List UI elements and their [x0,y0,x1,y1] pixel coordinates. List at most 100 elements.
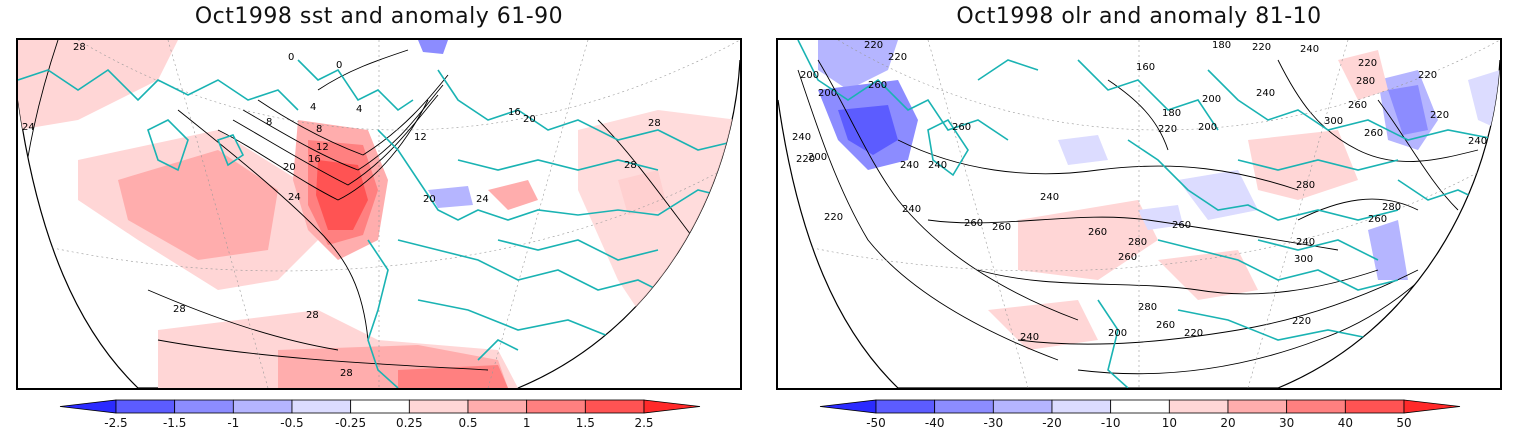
sst-contour-label: 16 [308,154,321,165]
olr-colorbar-swatch [875,399,936,414]
olr-colorbar-swatch [1286,399,1346,414]
olr-colorbar-swatch [1110,399,1170,414]
olr-contour-label: 260 [992,222,1011,233]
olr-colorbar: -50 -40 -30 -20 -10 10 20 30 40 50 [819,396,1480,430]
olr-contour-label: 240 [902,204,921,215]
olr-contour-label: 300 [1324,116,1343,127]
sst-colorbar-tick-label: 1.5 [576,416,595,430]
olr-contour-label: 220 [1430,110,1449,121]
olr-contour-label: 260 [1156,320,1175,331]
olr-colorbar-swatch [1168,399,1229,414]
sst-colorbar-tick-label: -2.5 [104,416,127,430]
sst-contour-label: 16 [508,107,521,118]
sst-colorbar-swatch [408,399,469,414]
sst-colorbar-tick-label: 0.25 [396,416,423,430]
olr-contour-label: 200 [818,88,837,99]
olr-colorbar-tick-label: 10 [1162,416,1177,430]
olr-contour-label: 220 [796,154,815,165]
olr-contour-label: 280 [1382,202,1401,213]
olr-contour-label: 220 [888,52,907,63]
olr-contour-label: 260 [868,80,887,91]
olr-contour-label: 200 [1198,122,1217,133]
sst-contour-label: 24 [22,122,35,133]
sst-colorbar-tick-label: 1 [523,416,531,430]
olr-contour-label: 240 [1020,332,1039,343]
sst-contour-label: 12 [316,142,329,153]
sst-contour-label: 20 [523,114,536,125]
sst-map: 28 24 0 0 4 4 8 8 12 16 20 20 24 28 28 2… [16,38,742,390]
olr-contour-label: 260 [1118,252,1137,263]
sst-contour-label: 28 [73,42,86,53]
olr-colorbar-tick-label: -50 [866,416,886,430]
olr-colorbar-swatch [1403,399,1461,414]
sst-colorbar-tick-label: -0.25 [335,416,366,430]
sst-contour-label: 4 [356,104,362,115]
sst-colorbar-swatch [643,399,701,414]
sst-contour-label: 24 [288,192,301,203]
sst-colorbar-swatch [232,399,293,414]
olr-contour-label: 160 [1136,62,1155,73]
olr-contour-label: 240 [1256,88,1275,99]
olr-contour-label: 260 [1364,128,1383,139]
sst-colorbar-swatch [526,399,586,414]
sst-colorbar-swatch [291,399,352,414]
olr-contour-label: 220 [1158,124,1177,135]
sst-colorbar-ticks: -2.5 -1.5 -1 -0.5 -0.25 0.25 0.5 1 1.5 2.5 [104,416,653,430]
sst-colorbar-tick-label: -1.5 [163,416,186,430]
olr-colorbar-tick-label: -30 [984,416,1004,430]
olr-colorbar-swatch [934,399,994,414]
olr-contour-label: 200 [800,70,819,81]
olr-contour-label: 240 [1296,237,1315,248]
olr-map-graphic: 220 220 200 200 260 260 240 220 200 240 … [778,40,1500,388]
sst-contour-label: 28 [173,304,186,315]
olr-contour-label: 200 [1108,328,1127,339]
olr-contour-label: 280 [1356,76,1375,87]
olr-colorbar-tick-label: -10 [1101,416,1121,430]
olr-contour-label: 260 [1348,100,1367,111]
sst-colorbar-tick-label: -0.5 [280,416,303,430]
sst-contour-label: 20 [423,194,436,205]
sst-map-graphic: 28 24 0 0 4 4 8 8 12 16 20 20 24 28 28 2… [18,40,740,388]
sst-colorbar-swatch [350,399,410,414]
olr-colorbar-swatch [1051,399,1112,414]
olr-contour-label: 240 [900,160,919,171]
olr-contour-label: 240 [1040,192,1059,203]
olr-colorbar-swatch [1344,399,1405,414]
olr-contour-label: 220 [1358,58,1377,69]
olr-contour-label: 260 [964,218,983,229]
sst-colorbar-swatch [467,399,528,414]
olr-map: 220 220 200 200 260 260 240 220 200 240 … [776,38,1502,390]
olr-colorbar-swatch [1227,399,1288,414]
sst-contour-label: 24 [476,194,489,205]
sst-colorbar-tick-label: 2.5 [634,416,653,430]
olr-contour-label: 220 [824,212,843,223]
sst-contour-label: 28 [624,160,637,171]
olr-colorbar-swatch [992,399,1053,414]
olr-contour-label: 200 [808,152,827,163]
olr-contour-label: 260 [1368,214,1387,225]
sst-contour-label: 28 [306,310,319,321]
sst-colorbar: -2.5 -1.5 -1 -0.5 -0.25 0.25 0.5 1 1.5 2.5 [59,396,720,430]
sst-contour-label: 0 [336,60,342,71]
sst-contour-label: 28 [340,368,353,379]
olr-colorbar-tick-label: 40 [1338,416,1353,430]
olr-contour-label: 200 [1202,94,1221,105]
sst-colorbar-graphic: -2.5 -1.5 -1 -0.5 -0.25 0.25 0.5 1 1.5 2.5 [59,399,701,430]
olr-colorbar-tick-label: -40 [925,416,945,430]
left-panel-title: Oct1998 sst and anomaly 61-90 [194,4,564,29]
olr-contour-label: 180 [1212,40,1231,51]
sst-colorbar-swatch [59,399,117,414]
olr-hemisphere-outline [778,59,1500,388]
sst-colorbar-swatches [59,399,701,414]
olr-contour-label: 300 [1294,254,1313,265]
olr-contour-label: 280 [1138,302,1157,313]
olr-colorbar-tick-label: 50 [1396,416,1411,430]
sst-contour-label: 28 [648,118,661,129]
sst-contour-label: 8 [266,117,272,128]
olr-contour-label: 240 [792,132,811,143]
olr-contour-label: 180 [1162,108,1181,119]
olr-contour-label: 220 [1418,70,1437,81]
sst-colorbar-swatch [174,399,234,414]
sst-contour-label: 0 [288,52,294,63]
olr-contour-label: 240 [1468,136,1487,147]
